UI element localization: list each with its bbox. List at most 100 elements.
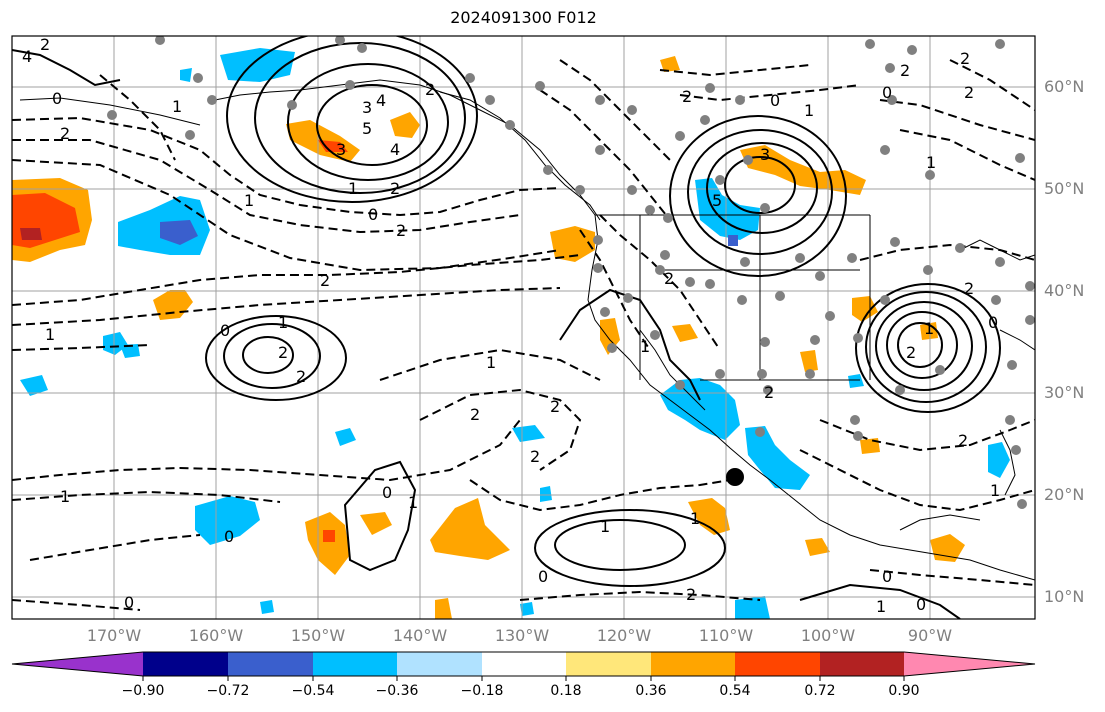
longitude-label: 110°W [698,626,754,645]
colorbar-tick-label: −0.36 [375,683,419,699]
shade-blue [512,425,545,442]
colorbar-bin [566,652,651,676]
contour-label: 1 [172,97,182,116]
shade-blue [695,178,760,240]
station-dots [107,36,1035,509]
shade-blue [180,68,192,82]
shade-blue [20,375,48,396]
shade-blue [335,428,356,446]
coastlines [19,79,1035,581]
contour-label: 2 [278,343,288,362]
solid-contours [12,36,1001,619]
longitude-label: 170°W [86,626,142,645]
shade-blue [120,344,140,358]
latitude-label: 60°N [1044,77,1085,96]
contour-label: 0 [52,89,62,108]
contour-label: 0 [770,91,780,110]
contour-label: 1 [690,509,700,528]
shade-orange [805,538,830,556]
colorbar-bin [482,652,566,676]
shade-blue-dark [160,220,198,245]
colorbar-tick-label: −0.72 [206,683,250,699]
contour-label: 3 [336,140,346,159]
contour-label: 3 [760,145,770,164]
contour-label: 2 [664,269,674,288]
contour-label: 5 [712,191,722,210]
contour-labels: 2 4 0 2 1 3 4 5 3 4 1 2 0 2 1 2 2 0 2 1 … [22,35,1000,616]
contour-label: 1 [990,481,1000,500]
shade-blue-dark [728,235,738,246]
contour-label: 1 [244,191,254,210]
contour-label: 1 [924,319,934,338]
contour-label: 2 [906,343,916,362]
contour-label: 5 [362,119,372,138]
map-title: 2024091300 F012 [450,8,597,27]
contour-label: 1 [45,325,55,344]
shade-blue [520,602,534,616]
contour-label: 0 [988,313,998,332]
colorbar [11,651,1036,681]
contour-label: 2 [686,585,696,604]
shade-orange [305,512,350,575]
contour-label: 2 [530,447,540,466]
contour-label: 1 [600,517,610,536]
colorbar-bin [143,652,228,676]
colorbar-bin [313,652,397,676]
contour-label: 2 [682,87,692,106]
colorbar-extend-low [12,652,143,676]
contour-label: 0 [538,567,548,586]
contour-label: 0 [916,595,926,614]
latitude-label: 10°N [1044,587,1085,606]
contour-label: 0 [882,83,892,102]
contour-label: 2 [960,49,970,68]
contour-label: 2 [396,221,406,240]
contour-label: 0 [224,527,234,546]
colorbar-bin [228,652,313,676]
contour-label: 3 [362,98,372,117]
shade-darkred [20,228,42,240]
colorbar-bin [820,652,904,676]
shade-blue [735,596,770,619]
contour-label: 2 [958,431,968,450]
contour-label: 4 [22,47,32,66]
contour-label: 1 [804,101,814,120]
contour-label: 1 [408,493,418,512]
contour-label: 1 [278,313,288,332]
shade-blue [745,426,810,490]
contour-label: 2 [900,61,910,80]
contour-label: 2 [425,80,435,99]
colorbar-tick-label: −0.54 [291,683,335,699]
contour-label: 1 [640,337,650,356]
shade-blue [195,496,260,545]
colorbar-extend-high [904,652,1035,676]
contour-label: 2 [964,83,974,102]
contour-label: 2 [60,124,70,143]
contour-label: 2 [296,367,306,386]
contour-label: 0 [124,593,134,612]
contour-label: 2 [390,179,400,198]
latitude-label: 30°N [1044,383,1085,402]
shade-orange [800,350,818,372]
contour-label: 2 [470,405,480,424]
contour-label: 0 [382,483,392,502]
shade-orange [430,498,510,560]
latitude-label: 40°N [1044,281,1085,300]
contour-label: 1 [348,179,358,198]
colorbar-tick-label: 0.54 [719,683,751,699]
map-frame [11,35,1036,620]
shade-red [323,530,335,542]
longitude-label: 100°W [800,626,856,645]
contour-label: 0 [368,205,378,224]
longitude-label: 140°W [392,626,448,645]
contour-label: 2 [320,271,330,290]
contour-label: 2 [40,35,50,54]
graticule [12,36,1035,619]
colorbar-bin [735,652,820,676]
colorbar-bin [651,652,735,676]
contour-label: 0 [220,321,230,340]
colorbar-tick-label: 0.72 [804,683,836,699]
contour-label: 2 [764,383,774,402]
storm-marker [726,468,744,486]
dashed-contours [12,59,1035,611]
longitude-label: 150°W [290,626,346,645]
